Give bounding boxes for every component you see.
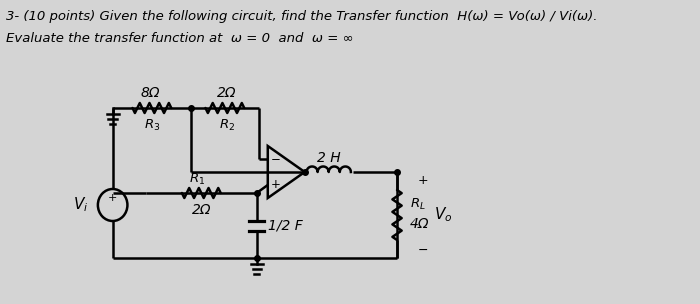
- Text: $R_3$: $R_3$: [144, 118, 160, 133]
- Text: 2Ω: 2Ω: [192, 203, 211, 217]
- Text: +: +: [108, 193, 118, 203]
- Text: 3- (10 points) Given the following circuit, find the Transfer function  H(ω) = V: 3- (10 points) Given the following circu…: [6, 10, 597, 23]
- Text: −: −: [271, 153, 281, 165]
- Text: 1/2 F: 1/2 F: [268, 219, 302, 233]
- Text: +: +: [418, 174, 428, 186]
- Text: $V_i$: $V_i$: [74, 196, 89, 214]
- Text: $V_o$: $V_o$: [434, 206, 452, 224]
- Text: $R_1$: $R_1$: [190, 171, 206, 187]
- Text: $R_2$: $R_2$: [218, 118, 235, 133]
- Text: 4Ω: 4Ω: [410, 217, 430, 231]
- Text: 2Ω: 2Ω: [217, 86, 237, 100]
- Text: −: −: [418, 244, 428, 257]
- Text: Evaluate the transfer function at  ω = 0  and  ω = ∞: Evaluate the transfer function at ω = 0 …: [6, 32, 354, 45]
- Text: 8Ω: 8Ω: [140, 86, 160, 100]
- Text: +: +: [271, 178, 281, 192]
- Text: 2 H: 2 H: [317, 151, 340, 165]
- Text: $R_L$: $R_L$: [410, 196, 426, 212]
